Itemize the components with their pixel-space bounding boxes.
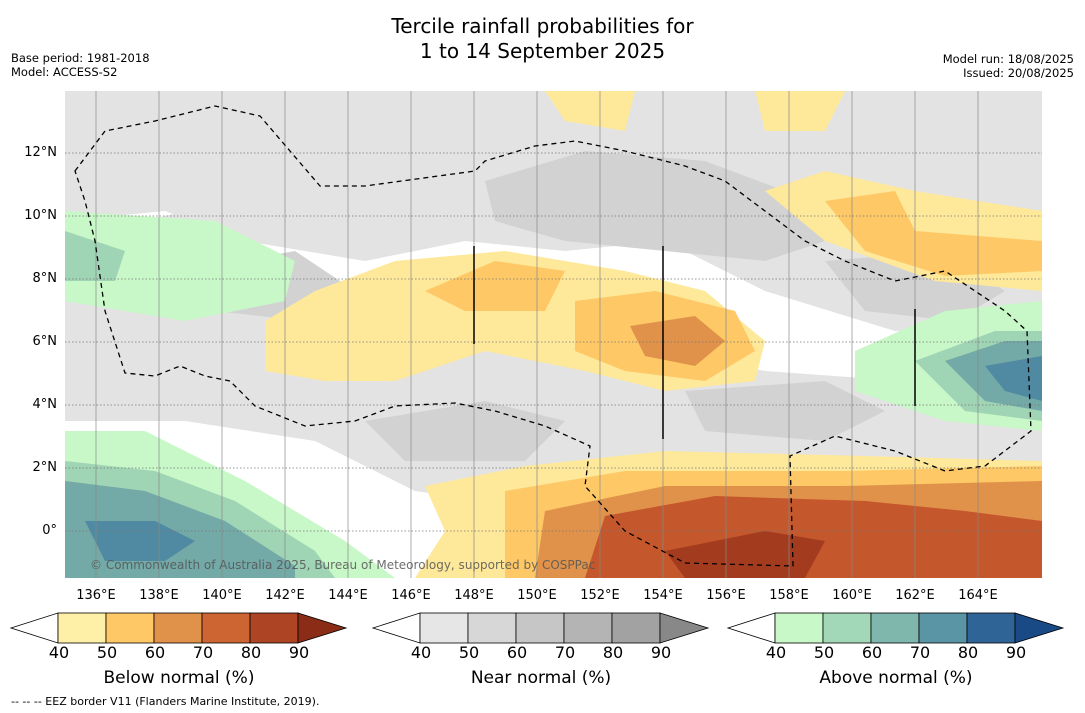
colorbar-swatch: [57, 612, 107, 644]
colorbar-swatch: [563, 612, 613, 644]
colorbar-min-triangle: [727, 612, 776, 644]
colorbar-swatch: [419, 612, 469, 644]
lon-label: 140°E: [202, 588, 242, 603]
below-50-area: [755, 91, 845, 131]
colorbar-swatch: [611, 612, 661, 644]
cb-tick: 50: [813, 643, 835, 662]
lon-label: 156°E: [706, 588, 746, 603]
cb-tick: 80: [602, 643, 624, 662]
lon-label: 136°E: [76, 588, 116, 603]
colorbar-swatch: [515, 612, 565, 644]
lon-label: 164°E: [958, 588, 998, 603]
cb-tick: 90: [288, 643, 310, 662]
lat-label: 6°N: [32, 334, 58, 349]
lat-label: 0°: [42, 523, 57, 538]
lon-label: 154°E: [643, 588, 683, 603]
colorbar-max-triangle: [297, 612, 348, 644]
cb-tick: 80: [957, 643, 979, 662]
colorbar-swatch: [249, 612, 299, 644]
land-marks: [473, 246, 916, 439]
eez-border: [74, 105, 1032, 567]
colorbar-below-normal: [10, 612, 348, 644]
lat-label: 10°N: [24, 208, 57, 223]
cb-tick: 70: [909, 643, 931, 662]
cb-tick: 70: [554, 643, 576, 662]
colorbar-above-normal: [727, 612, 1065, 644]
below-60-area: [825, 191, 1042, 276]
cb-tick: 90: [650, 643, 672, 662]
colorbar-above-label: Above normal (%): [819, 668, 973, 688]
meta-right: Model run: 18/08/2025 Issued: 20/08/2025: [943, 52, 1074, 80]
eez-footer: -- -- -- EEZ border V11 (Flanders Marine…: [11, 695, 320, 708]
model-name: Model: ACCESS-S2: [11, 65, 118, 79]
base-period: Base period: 1981-2018: [11, 51, 150, 65]
above-60-area: [65, 231, 125, 281]
colorbar-swatch: [201, 612, 251, 644]
lon-label: 138°E: [139, 588, 179, 603]
cb-tick: 70: [192, 643, 214, 662]
colorbar-swatch: [870, 612, 920, 644]
above-50-area: [65, 211, 295, 321]
lat-label: 12°N: [24, 145, 57, 160]
cb-tick: 40: [48, 643, 70, 662]
lat-label: 2°N: [32, 460, 58, 475]
copyright-text: © Commonwealth of Australia 2025, Bureau…: [90, 558, 596, 572]
colorbar-min-triangle: [10, 612, 59, 644]
lon-label: 146°E: [391, 588, 431, 603]
lon-label: 142°E: [265, 588, 305, 603]
lon-label: 148°E: [454, 588, 494, 603]
meta-left: Base period: 1981-2018 Model: ACCESS-S2: [11, 51, 150, 79]
title-line1: Tercile rainfall probabilities for: [391, 14, 694, 38]
near-60-area: [485, 151, 825, 261]
above-80-area: [985, 356, 1042, 401]
above-normal-region: [65, 211, 1042, 578]
probability-map: [65, 91, 1042, 578]
below-70-area: [630, 316, 725, 366]
cb-tick: 40: [765, 643, 787, 662]
cb-tick: 50: [96, 643, 118, 662]
model-run: Model run: 18/08/2025: [942, 52, 1074, 66]
cb-tick: 60: [144, 643, 166, 662]
colorbar-near-normal: [372, 612, 710, 644]
colorbar-swatch: [467, 612, 517, 644]
colorbar-swatch: [918, 612, 968, 644]
issued-date: Issued: 20/08/2025: [963, 66, 1074, 80]
colorbar-swatch: [774, 612, 824, 644]
title-line2: 1 to 14 September 2025: [419, 39, 666, 63]
map-title: Tercile rainfall probabilities for 1 to …: [0, 14, 1085, 64]
lat-label: 8°N: [32, 271, 58, 286]
below-60-area: [425, 261, 565, 311]
lat-label: 4°N: [32, 397, 58, 412]
colorbar-min-triangle: [372, 612, 421, 644]
lon-label: 150°E: [517, 588, 557, 603]
lon-label: 162°E: [895, 588, 935, 603]
colorbar-swatch: [105, 612, 155, 644]
colorbar-swatch: [153, 612, 203, 644]
lon-gridlines: [95, 91, 979, 578]
cb-tick: 90: [1005, 643, 1027, 662]
below-50-area: [545, 91, 635, 131]
colorbar-below-label: Below normal (%): [103, 668, 255, 688]
colorbar-swatch: [822, 612, 872, 644]
cb-tick: 50: [458, 643, 480, 662]
cb-tick: 60: [506, 643, 528, 662]
lon-label: 144°E: [328, 588, 368, 603]
lon-label: 152°E: [580, 588, 620, 603]
lon-label: 158°E: [769, 588, 809, 603]
colorbar-max-triangle: [659, 612, 710, 644]
near-60-area: [685, 381, 885, 441]
colorbar-near-label: Near normal (%): [470, 668, 612, 688]
near-60-area: [365, 401, 565, 461]
colorbar-swatch: [966, 612, 1016, 644]
cb-tick: 60: [861, 643, 883, 662]
colorbar-max-triangle: [1014, 612, 1065, 644]
cb-tick: 80: [240, 643, 262, 662]
lon-label: 160°E: [832, 588, 872, 603]
cb-tick: 40: [410, 643, 432, 662]
